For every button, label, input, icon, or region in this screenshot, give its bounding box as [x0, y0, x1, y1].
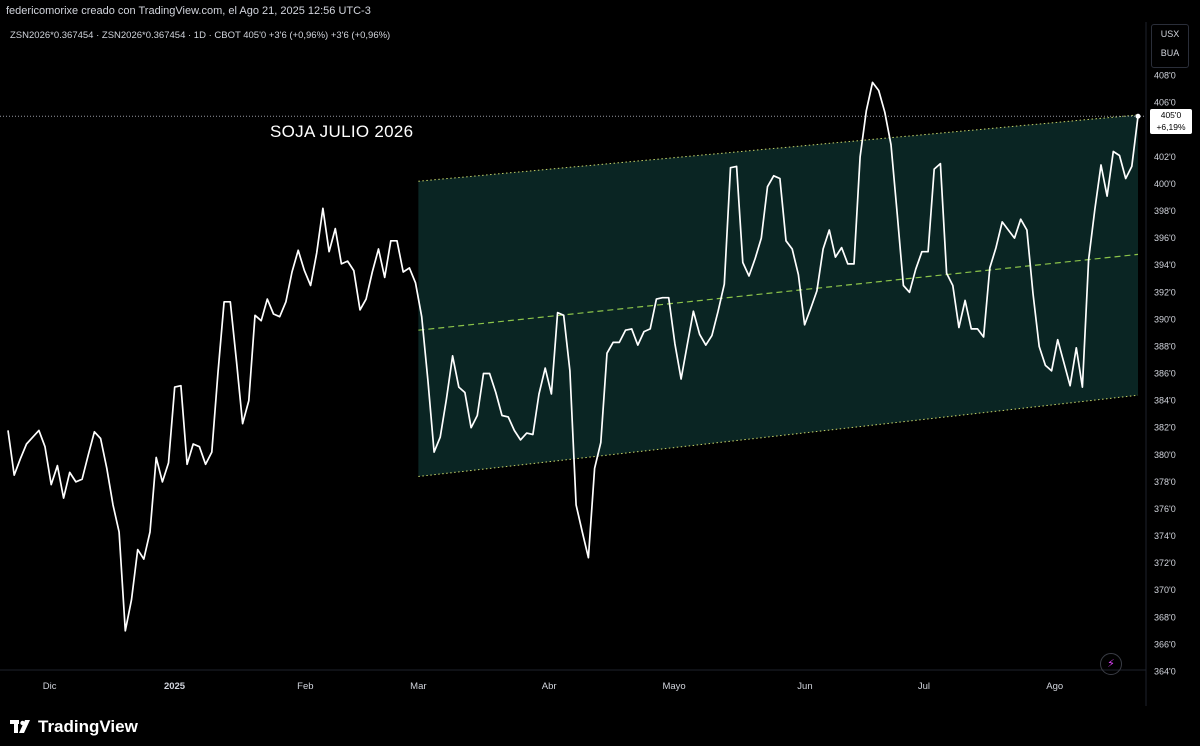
x-tick-label: Ago: [1046, 681, 1063, 692]
last-price-tag: 405'0 +6,19%: [1150, 109, 1192, 134]
y-tick-label: 390'0: [1154, 314, 1176, 324]
last-point-marker: [1135, 113, 1141, 119]
y-tick-label: 380'0: [1154, 450, 1176, 460]
footer: TradingView: [0, 706, 1200, 746]
y-tick-label: 398'0: [1154, 206, 1176, 216]
price-chart[interactable]: 364'0 366'0 368'0 370'0 372'0 374'0 376'0 378'0…: [0, 22, 1200, 706]
price-series-line: [7, 81, 1139, 632]
chart-area[interactable]: 364'0 366'0 368'0 370'0 372'0 374'0 376'0 378'0…: [0, 22, 1200, 706]
x-tick-label: 2025: [164, 681, 186, 692]
y-tick-label: 396'0: [1154, 233, 1176, 243]
y-tick-label: 386'0: [1154, 369, 1176, 379]
attribution-bar: federicomorixe creado con TradingView.co…: [0, 0, 1200, 22]
y-tick-label: 388'0: [1154, 341, 1176, 351]
channel-upper-line: [418, 114, 1139, 182]
tradingview-brand: TradingView: [38, 717, 138, 736]
y-tick-label: 378'0: [1154, 477, 1176, 487]
y-tick-label: 368'0: [1154, 612, 1176, 622]
tradingview-logo-icon: [10, 720, 30, 733]
y-tick-label: 392'0: [1154, 287, 1176, 297]
y-tick-label: 376'0: [1154, 504, 1176, 514]
x-tick-label: Feb: [297, 681, 313, 692]
y-tick-label: 394'0: [1154, 260, 1176, 270]
y-tick-label: 370'0: [1154, 585, 1176, 595]
y-tick-label: 364'0: [1154, 666, 1176, 676]
y-tick-label: 382'0: [1154, 423, 1176, 433]
last-price-value: 405'0: [1160, 110, 1182, 120]
last-price-change: +6,19%: [1156, 122, 1186, 132]
y-tick-label: 374'0: [1154, 531, 1176, 541]
x-tick-label: Dic: [43, 681, 57, 692]
x-tick-label: Mayo: [662, 681, 685, 692]
currency-code[interactable]: BUA: [1160, 48, 1180, 58]
x-tick-label: Jun: [797, 681, 812, 692]
x-tick-label: Abr: [542, 681, 557, 692]
x-tick-label: Mar: [410, 681, 426, 692]
y-tick-label: 406'0: [1154, 98, 1176, 108]
channel-lower-line: [418, 394, 1139, 477]
y-tick-label: 402'0: [1154, 152, 1176, 162]
channel-fill: [418, 114, 1138, 477]
symbol-legend[interactable]: ZSN2026*0.367454 · ZSN2026*0.367454 · 1D…: [10, 30, 391, 41]
y-tick-label: 400'0: [1154, 179, 1176, 189]
y-tick-label: 372'0: [1154, 558, 1176, 568]
attribution-text: federicomorixe creado con TradingView.co…: [6, 5, 371, 17]
y-tick-label: 408'0: [1154, 71, 1176, 81]
channel-mid-line: [418, 253, 1139, 331]
lightning-icon[interactable]: ⚡: [1100, 653, 1122, 675]
currency-unit[interactable]: USX: [1160, 29, 1180, 39]
chart-title: SOJA JULIO 2026: [270, 122, 414, 141]
y-tick-label: 366'0: [1154, 639, 1176, 649]
currency-selector[interactable]: USX BUA: [1151, 24, 1189, 68]
x-tick-label: Jul: [918, 681, 930, 692]
y-tick-label: 384'0: [1154, 396, 1176, 406]
